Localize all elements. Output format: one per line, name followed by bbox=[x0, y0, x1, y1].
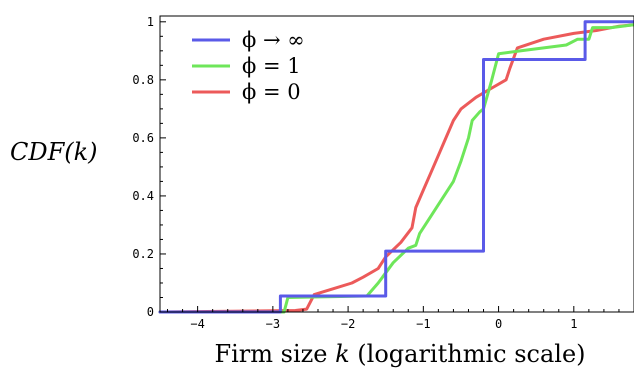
y-axis-title: CDF(k) bbox=[10, 138, 98, 166]
series-layer bbox=[158, 20, 634, 314]
legend: ϕ → ∞ϕ = 1ϕ = 0 bbox=[192, 28, 305, 104]
series-line-1 bbox=[158, 23, 634, 314]
x-tick-label: −3 bbox=[266, 317, 280, 331]
x-tick-label: −1 bbox=[416, 317, 430, 331]
y-tick-label: 0 bbox=[147, 305, 154, 319]
y-tick-label: 0.8 bbox=[132, 73, 154, 87]
y-tick-label: 0.2 bbox=[132, 247, 154, 261]
x-axis-ticks: −4 −3 −2 −1 0 1 bbox=[167, 306, 620, 331]
x-axis-title-variable: k bbox=[335, 340, 350, 368]
legend-label-2: ϕ = 0 bbox=[242, 80, 301, 104]
x-axis-title-suffix: (logarithmic scale) bbox=[350, 340, 586, 368]
x-axis-title: Firm size k (logarithmic scale) bbox=[214, 340, 585, 368]
series-line-0 bbox=[158, 20, 634, 314]
legend-label-1: ϕ = 1 bbox=[242, 54, 301, 78]
y-tick-label: 0.6 bbox=[132, 131, 154, 145]
y-axis-ticks: 0 0.2 0.4 0.6 0.8 1 bbox=[132, 15, 166, 319]
x-tick-label: −2 bbox=[341, 317, 355, 331]
x-tick-label: 0 bbox=[495, 317, 502, 331]
x-tick-label: 1 bbox=[570, 317, 577, 331]
y-tick-label: 0.4 bbox=[132, 189, 154, 203]
x-axis-title-prefix: Firm size bbox=[214, 340, 335, 368]
series-line-2 bbox=[158, 23, 634, 314]
legend-label-0: ϕ → ∞ bbox=[242, 28, 305, 52]
x-tick-label: −4 bbox=[190, 317, 204, 331]
plot-frame bbox=[159, 15, 634, 313]
y-tick-label: 1 bbox=[147, 15, 154, 29]
